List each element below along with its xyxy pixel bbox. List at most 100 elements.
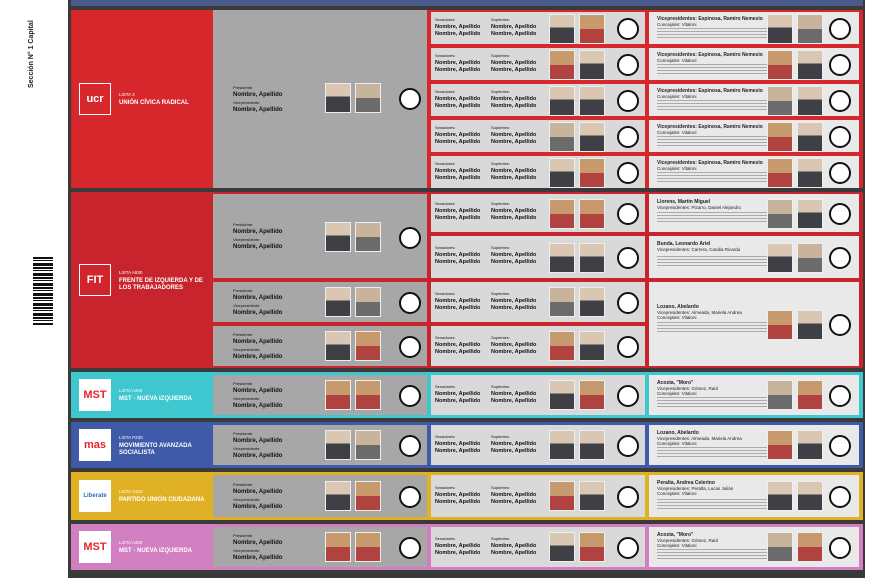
senator-photo [579,158,605,188]
senator-row: Senadores: Nombre, Apellido Nombre, Apelli… [431,156,645,188]
president-cell: Presidente: Nombre, Apellido Vicepresident… [213,425,427,465]
president-cell: Presidente: Nombre, Apellido Vicepresident… [213,194,427,278]
vote-circle[interactable] [829,537,851,559]
senator-photo [549,158,575,188]
vote-circle[interactable] [829,126,851,148]
deputy-row: Bunda, Leonardo Ariel Vicepresidentes: Ca… [649,236,859,278]
party-name: Lista A830 FRENTE DE IZQUIERDA Y DE LOS T… [119,269,203,291]
vote-circle[interactable] [617,54,639,76]
vote-circle[interactable] [617,18,639,40]
vote-circle[interactable] [617,336,639,358]
fit-logo-icon: FIT [79,264,111,296]
president-cell: Presidente: Nombre, Apellido Vicepresident… [213,475,427,517]
liberate-logo-icon: Liberate [79,480,111,512]
vote-circle[interactable] [617,292,639,314]
mst-logo-icon: MST [79,379,111,411]
ucr-logo-icon: ucr [79,83,111,115]
vote-circle[interactable] [399,227,421,249]
vote-circle[interactable] [829,314,851,336]
party-name: Lista Y210 PARTIDO UNIÓN CIUDADANA [119,489,205,503]
deputy-row: Vicepresidentes: Espinosa, Ramiro Nemesi… [649,120,859,152]
president-cell: Presidente: Nombre, Apellido Vicepresident… [213,10,427,188]
senator-photo [579,86,605,116]
party-info: MST Lista A200 MST - NUEVA IZQUIERDA [71,524,212,570]
barcode [33,257,53,325]
senator-row: Senadores: Nombre, Apellido Nombre, Apelli… [431,236,645,278]
vote-circle[interactable] [829,203,851,225]
top-party-band [71,0,863,6]
vote-circle[interactable] [617,537,639,559]
deputy-row: Acosta, "Moro" Vicepresidentes: Gómez, Ra… [649,375,859,415]
vote-circle[interactable] [829,385,851,407]
deputy-row: Lozano, Abelardo Vicepresidentes: Almeada… [649,282,859,366]
senator-row: Senadores: Nombre, Apellido Nombre, Apelli… [431,12,645,44]
vote-circle[interactable] [399,292,421,314]
senator-photo [579,122,605,152]
party-name: Lista 3 UNIÓN CÍVICA RADICAL [119,92,189,106]
party-info: ucr Lista 3 UNIÓN CÍVICA RADICAL [71,10,212,188]
president-cell: Presidente: Nombre, Apellido Vicepresident… [213,375,427,415]
senator-row: Senadores: Nombre, Apellido Nombre, Apelli… [431,326,645,366]
party-info: Liberate Lista Y210 PARTIDO UNIÓN CIUDADA… [71,472,212,520]
vote-circle[interactable] [617,435,639,457]
party-name: Lista P230 MOVIMIENTO AVANZADA SOCIALISTA [119,434,192,456]
party-block-mst-2: MST Lista A200 MST - NUEVA IZQUIERDA Pres… [71,524,863,570]
deputy-row: Llorens, Martín Miguel Vicepresidentes: P… [649,194,859,232]
party-block-puc: Liberate Lista Y210 PARTIDO UNIÓN CIUDADA… [71,472,863,520]
senator-photo [549,122,575,152]
vote-circle[interactable] [617,162,639,184]
party-block-mas: mas Lista P230 MOVIMIENTO AVANZADA SOCIAL… [71,422,863,468]
senator-row: Senadores: Nombre, Apellido Nombre, Apelli… [431,425,645,465]
president-cell: Presidente: Nombre, Apellido Vicepresident… [213,282,427,322]
vote-circle[interactable] [829,435,851,457]
senator-row: Senadores: Nombre, Apellido Nombre, Apelli… [431,48,645,80]
senator-photo [549,86,575,116]
senator-row: Senadores: Nombre, Apellido Nombre, Apelli… [431,194,645,232]
party-name: Lista A200 MST - NUEVA IZQUIERDA [119,540,192,554]
senator-row: Senadores: Nombre, Apellido Nombre, Apelli… [431,282,645,322]
ballot-section-label: Sección N° 1 Capital [28,20,35,88]
party-block-fit: FIT Lista A830 FRENTE DE IZQUIERDA Y DE L… [71,192,863,368]
deputy-row: Vicepresidentes: Espinosa, Ramiro Nemesi… [649,12,859,44]
vote-circle[interactable] [617,385,639,407]
vote-circle[interactable] [399,537,421,559]
party-info: mas Lista P230 MOVIMIENTO AVANZADA SOCIAL… [71,422,212,468]
vote-circle[interactable] [399,336,421,358]
senator-photo [549,50,575,80]
party-info: FIT Lista A830 FRENTE DE IZQUIERDA Y DE L… [71,192,212,368]
president-cell: Presidente: Nombre, Apellido Vicepresident… [213,326,427,366]
party-info: MST Lista A200 MST - NUEVA IZQUIERDA [71,372,212,418]
vote-circle[interactable] [617,203,639,225]
senator-row: Senadores: Nombre, Apellido Nombre, Apelli… [431,475,645,517]
vote-circle[interactable] [829,486,851,508]
vote-circle[interactable] [617,90,639,112]
vote-circle[interactable] [617,486,639,508]
vote-circle[interactable] [399,435,421,457]
mas-logo-icon: mas [79,429,111,461]
vote-circle[interactable] [829,162,851,184]
senator-photo [579,50,605,80]
vote-circle[interactable] [617,247,639,269]
vote-circle[interactable] [399,385,421,407]
senator-row: Senadores: Nombre, Apellido Nombre, Apelli… [431,84,645,116]
vote-circle[interactable] [399,486,421,508]
senator-row: Senadores: Nombre, Apellido Nombre, Apelli… [431,527,645,567]
deputy-row: Vicepresidentes: Espinosa, Ramiro Nemesi… [649,156,859,188]
senator-row: Senadores: Nombre, Apellido Nombre, Apelli… [431,375,645,415]
president-photo [325,83,351,113]
vote-circle[interactable] [829,247,851,269]
party-block-ucr: ucr Lista 3 UNIÓN CÍVICA RADICAL Presiden… [71,10,863,188]
deputy-row: Lozano, Abelardo Vicepresidentes: Almeada… [649,425,859,465]
vote-circle[interactable] [617,126,639,148]
vice-president-photo [355,83,381,113]
deputy-row: Acosta, "Moro" Vicepresidentes: Gómez, Ra… [649,527,859,567]
vote-circle[interactable] [399,88,421,110]
senator-photo [579,14,605,44]
president-cell: Presidente: Nombre, Apellido Vicepresident… [213,527,427,567]
vote-circle[interactable] [829,54,851,76]
mst-logo-icon: MST [79,531,111,563]
vote-circle[interactable] [829,18,851,40]
senator-photo [549,14,575,44]
vote-circle[interactable] [829,90,851,112]
deputy-row: Peralta, Andrea Celerino Vicepresidentes:… [649,475,859,517]
